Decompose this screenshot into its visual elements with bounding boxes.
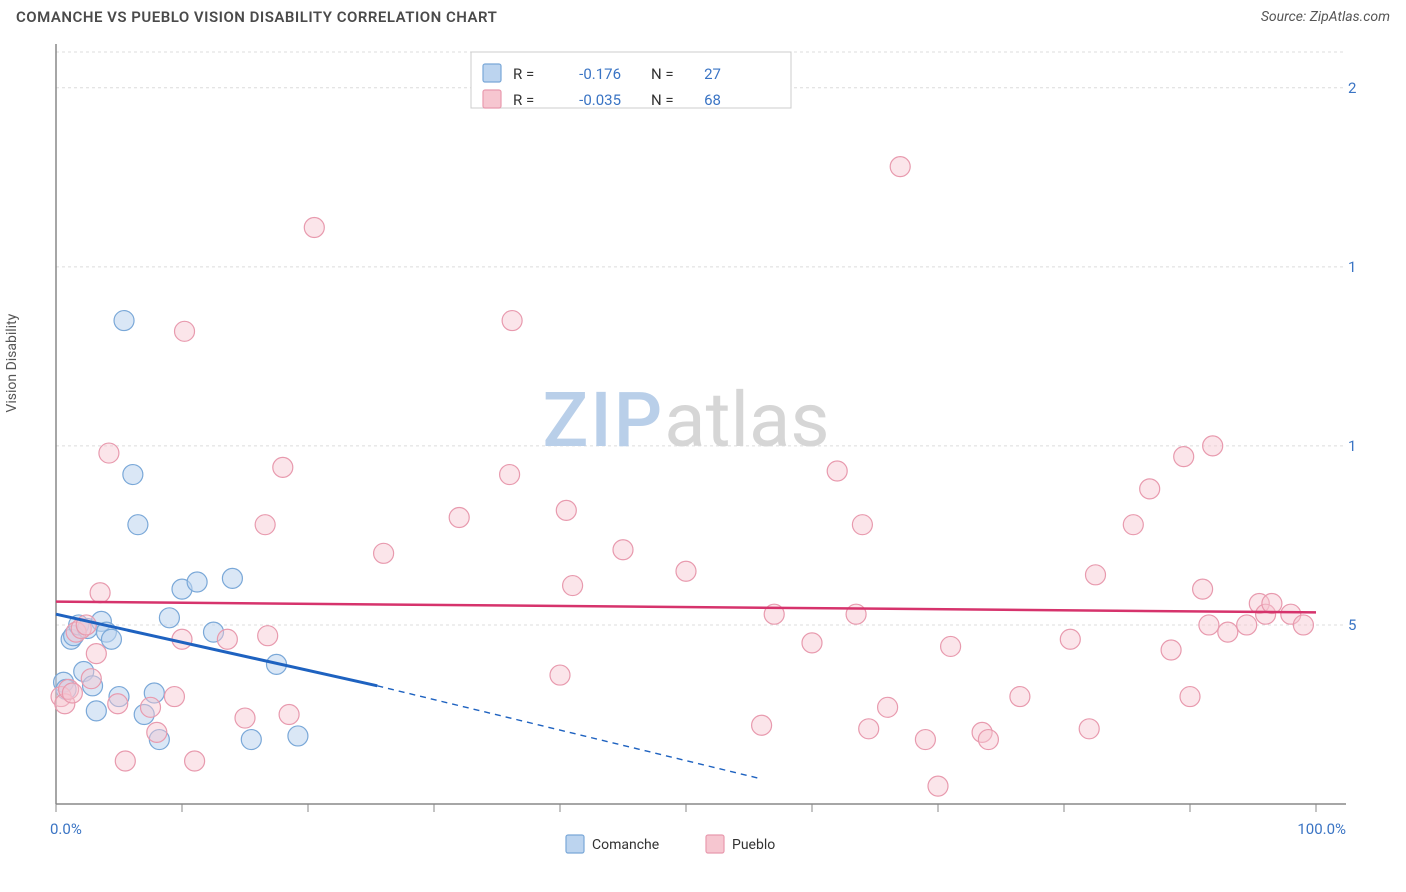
scatter-point	[273, 457, 293, 477]
scatter-point	[852, 515, 872, 535]
legend-label: Pueblo	[732, 837, 775, 853]
scatter-point	[1237, 615, 1257, 635]
svg-text:R =: R =	[513, 65, 534, 83]
svg-text:-0.176: -0.176	[579, 65, 621, 83]
scatter-point	[1203, 436, 1223, 456]
svg-text:N =: N =	[651, 91, 674, 109]
scatter-point	[556, 500, 576, 520]
scatter-point	[255, 515, 275, 535]
scatter-point	[279, 704, 299, 724]
legend-swatch	[706, 835, 724, 853]
svg-text:10.0%: 10.0%	[1348, 437, 1356, 455]
scatter-point	[1060, 629, 1080, 649]
scatter-point	[159, 608, 179, 628]
scatter-point	[859, 719, 879, 739]
legend-label: Comanche	[592, 837, 659, 853]
svg-text:100.0%: 100.0%	[1297, 820, 1346, 838]
scatter-point	[99, 443, 119, 463]
scatter-point	[827, 461, 847, 481]
scatter-point	[1293, 615, 1313, 635]
scatter-point	[62, 683, 82, 703]
scatter-point	[1193, 579, 1213, 599]
scatter-point	[1086, 565, 1106, 585]
scatter-point	[1174, 447, 1194, 467]
scatter-point	[288, 726, 308, 746]
scatter-point	[1079, 719, 1099, 739]
scatter-point	[915, 730, 935, 750]
scatter-point	[164, 687, 184, 707]
scatter-point	[878, 697, 898, 717]
scatter-point	[185, 751, 205, 771]
scatter-point	[90, 583, 110, 603]
scatter-point	[258, 626, 278, 646]
scatter-point	[676, 561, 696, 581]
svg-text:-0.035: -0.035	[579, 91, 621, 109]
scatter-point	[128, 515, 148, 535]
scatter-point	[1199, 615, 1219, 635]
scatter-point	[802, 633, 822, 653]
scatter-point	[101, 629, 121, 649]
scatter-point	[147, 722, 167, 742]
scatter-point	[500, 465, 520, 485]
scatter-point	[928, 776, 948, 796]
chart-source: Source: ZipAtlas.com	[1261, 9, 1390, 25]
scatter-point	[563, 576, 583, 596]
scatter-point	[187, 572, 207, 592]
scatter-point	[222, 568, 242, 588]
scatter-point	[141, 697, 161, 717]
svg-text:N =: N =	[651, 65, 674, 83]
scatter-point	[86, 701, 106, 721]
scatter-point	[241, 730, 261, 750]
svg-text:ZIPatlas: ZIPatlas	[542, 375, 829, 465]
scatter-point	[1161, 640, 1181, 660]
scatter-point	[978, 730, 998, 750]
scatter-point	[550, 665, 570, 685]
scatter-point	[752, 715, 772, 735]
scatter-point	[217, 629, 237, 649]
legend-swatch	[566, 835, 584, 853]
scatter-point	[1218, 622, 1238, 642]
svg-text:5.0%: 5.0%	[1348, 616, 1356, 634]
scatter-point	[613, 540, 633, 560]
scatter-point	[304, 217, 324, 237]
scatter-point	[1140, 479, 1160, 499]
svg-text:0.0%: 0.0%	[50, 820, 82, 838]
svg-text:20.0%: 20.0%	[1348, 79, 1356, 97]
scatter-point	[449, 508, 469, 528]
scatter-point	[114, 311, 134, 331]
scatter-point	[235, 708, 255, 728]
scatter-point	[502, 311, 522, 331]
svg-text:15.0%: 15.0%	[1348, 258, 1356, 276]
svg-text:68: 68	[704, 91, 721, 109]
scatter-point	[890, 157, 910, 177]
scatter-point	[108, 694, 128, 714]
correlation-scatter-chart: 0.0% 100.0% 5.0% 10.0% 15.0% 20.0% ZIPatlas R =…	[16, 34, 1356, 874]
scatter-point	[1262, 593, 1282, 613]
svg-text:R =: R =	[513, 91, 534, 109]
y-axis-label: Vision Disability	[4, 314, 20, 413]
scatter-point	[1123, 515, 1143, 535]
scatter-point	[1010, 687, 1030, 707]
scatter-point	[1180, 687, 1200, 707]
scatter-point	[175, 321, 195, 341]
chart-title: COMANCHE VS PUEBLO VISION DISABILITY COR…	[16, 8, 497, 26]
scatter-point	[81, 669, 101, 689]
scatter-point	[86, 644, 106, 664]
scatter-point	[374, 543, 394, 563]
scatter-point	[123, 465, 143, 485]
svg-text:27: 27	[704, 65, 721, 83]
scatter-point	[115, 751, 135, 771]
scatter-point	[941, 636, 961, 656]
